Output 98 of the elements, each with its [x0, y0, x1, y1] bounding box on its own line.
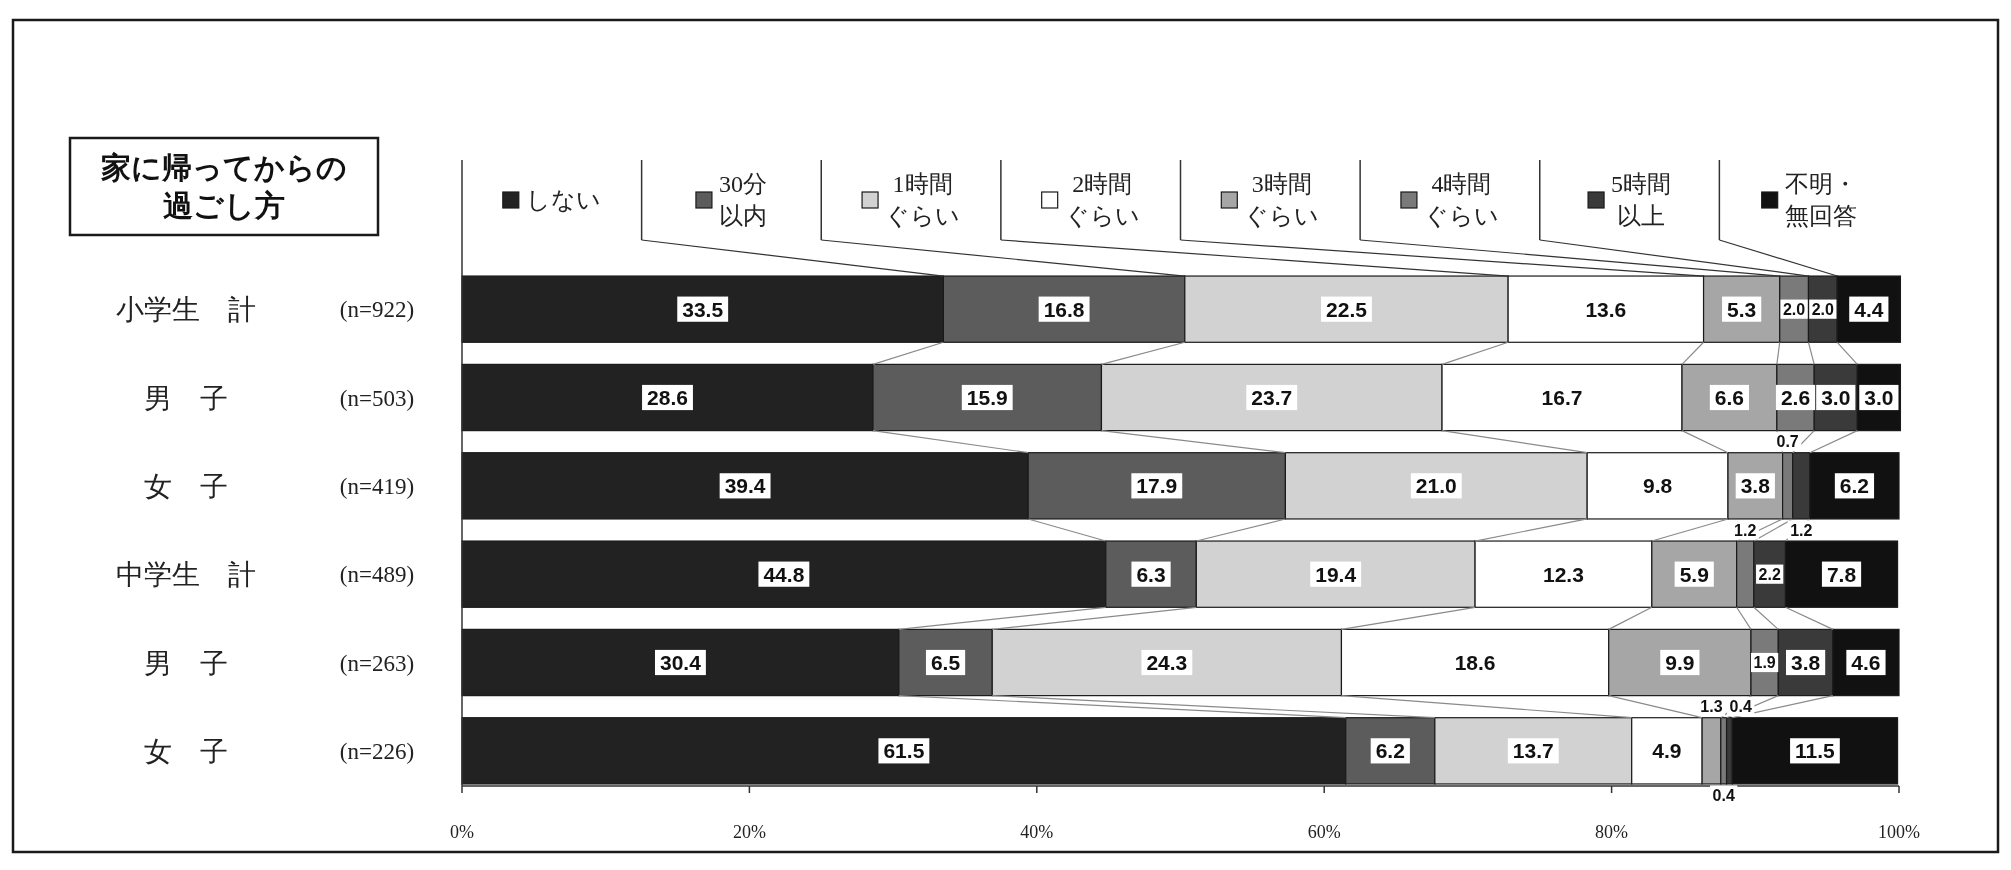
- data-label: 9.8: [1642, 474, 1673, 498]
- data-label: 11.5: [1790, 738, 1840, 764]
- data-label: 6.2: [1834, 473, 1875, 499]
- x-tick-label: 60%: [1307, 822, 1341, 842]
- data-label: 7.8: [1826, 562, 1857, 586]
- legend-label: 5時間以上: [1611, 171, 1672, 229]
- data-label: 33.5: [682, 297, 724, 321]
- legend-item: しない: [502, 187, 601, 213]
- legend-label: 4時間ぐらい: [1423, 171, 1499, 229]
- data-label: 44.8: [763, 562, 805, 586]
- y2-tick-label: (n=489): [339, 562, 415, 588]
- data-label: 6.2: [1375, 739, 1405, 763]
- data-label: 15.9: [966, 386, 1008, 410]
- data-label: 3.0: [1859, 384, 1899, 411]
- y-tick-label: 男 子: [144, 647, 228, 679]
- data-label: 24.3: [1146, 651, 1188, 675]
- chart-title: 家に帰ってからの過ごし方: [101, 150, 347, 222]
- data-label: 28.6: [642, 384, 693, 411]
- data-label: 44.8: [758, 561, 810, 587]
- legend-label: しない: [525, 187, 601, 213]
- data-label: 2.6: [1780, 386, 1811, 410]
- x-tick-label: 20%: [732, 822, 766, 842]
- legend-label: 不明・無回答: [1784, 171, 1857, 229]
- data-label: 4.6: [1846, 649, 1886, 676]
- data-label: 3.0: [1864, 386, 1894, 410]
- legend-label: 3時間ぐらい: [1244, 171, 1320, 229]
- data-label: 17.9: [1136, 474, 1178, 498]
- data-label: 5.3: [1722, 296, 1762, 322]
- data-label: 17.9: [1131, 473, 1183, 499]
- y2-tick-label: (n=226): [339, 738, 415, 764]
- data-label: 5.3: [1727, 297, 1757, 321]
- y2-tick-label: (n=263): [339, 650, 415, 676]
- data-label: 33.5: [677, 296, 729, 322]
- data-label: 23.7: [1251, 386, 1293, 410]
- data-label: 6.2: [1370, 738, 1410, 764]
- data-label: 12.3: [1543, 562, 1584, 586]
- y2-tick-label: (n=419): [339, 473, 415, 499]
- data-label: 39.4: [724, 474, 766, 498]
- data-label: 23.7: [1246, 384, 1298, 411]
- data-label: 4.9: [1647, 738, 1687, 764]
- data-label: 12.3: [1538, 561, 1589, 587]
- x-tick-label: 40%: [1020, 822, 1054, 842]
- legend-label: 1時間ぐらい: [885, 171, 961, 229]
- data-label: 1.2: [1787, 520, 1815, 540]
- data-label: 21.0: [1410, 473, 1462, 499]
- data-label: 3.8: [1790, 651, 1821, 675]
- data-label: 13.6: [1580, 296, 1632, 322]
- x-tick-label: 0%: [450, 822, 474, 842]
- data-label: 3.0: [1816, 384, 1856, 411]
- data-label: 39.4: [719, 473, 771, 499]
- legend-item: 不明・無回答: [1718, 159, 1857, 277]
- data-label: 4.4: [1849, 296, 1889, 322]
- title: 家に帰ってからの過ごし方: [68, 136, 380, 237]
- data-label: 3.0: [1821, 386, 1851, 410]
- y-tick-label: 男 子: [144, 382, 228, 414]
- data-label: 4.6: [1851, 651, 1881, 675]
- data-label: 13.7: [1512, 739, 1554, 763]
- legend-label: 30分以内: [718, 171, 767, 229]
- data-label: 16.7: [1541, 386, 1583, 410]
- data-label: 3.8: [1735, 473, 1775, 499]
- data-label: 19.4: [1310, 561, 1362, 587]
- data-label: 4.4: [1854, 297, 1884, 321]
- data-label: 6.3: [1136, 562, 1166, 586]
- legend-label: 2時間ぐらい: [1064, 171, 1140, 229]
- data-label: 6.5: [930, 651, 961, 675]
- data-label: 0.7: [1774, 432, 1802, 452]
- y2-tick-label: (n=922): [339, 297, 415, 323]
- data-label: 16.8: [1043, 297, 1085, 321]
- data-label: 0.4: [1727, 697, 1755, 717]
- data-label: 9.9: [1660, 649, 1700, 676]
- x-tick-label: 80%: [1595, 822, 1629, 842]
- data-label: 21.0: [1415, 474, 1457, 498]
- data-label: 9.8: [1638, 473, 1678, 499]
- data-label: 9.9: [1665, 651, 1695, 675]
- data-label: 5.9: [1679, 562, 1709, 586]
- y2-tick-label: (n=503): [339, 385, 415, 411]
- data-label: 11.5: [1795, 739, 1836, 763]
- y-tick-label: 中学生 計: [116, 559, 256, 591]
- data-label: 61.5: [883, 739, 925, 763]
- data-label: 24.3: [1141, 649, 1193, 676]
- data-label: 3.8: [1740, 474, 1771, 498]
- data-label: 4.9: [1652, 739, 1682, 763]
- data-label: 61.5: [878, 738, 930, 764]
- data-label: 13.6: [1585, 297, 1627, 321]
- y-tick-label: 小学生 計: [116, 294, 256, 326]
- data-label: 6.2: [1839, 474, 1870, 498]
- y-tick-label: 女 子: [144, 735, 228, 767]
- x-tick-label: 100%: [1878, 822, 1920, 842]
- data-label: 22.5: [1321, 296, 1372, 322]
- y-tick-label: 女 子: [144, 470, 228, 502]
- data-label: 19.4: [1315, 562, 1357, 586]
- data-label: 6.6: [1714, 386, 1745, 410]
- data-label: 13.7: [1507, 738, 1559, 764]
- data-label: 22.5: [1326, 297, 1368, 321]
- data-label: 6.3: [1131, 561, 1171, 587]
- data-label: 1.3: [1697, 697, 1726, 717]
- data-label: 28.6: [647, 386, 688, 410]
- data-label: 18.6: [1454, 651, 1496, 675]
